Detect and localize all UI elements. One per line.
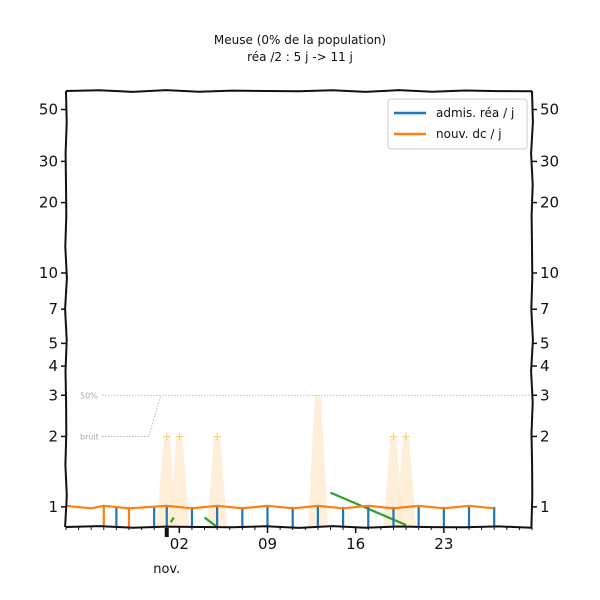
frame-bottom [65, 525, 533, 529]
y-tick-label-left: 10 [39, 264, 58, 282]
noise-band-peak [307, 395, 328, 527]
y-tick-label-left: 50 [39, 101, 58, 119]
noise-marker: + [174, 429, 184, 443]
reference-line-bruit [102, 395, 162, 437]
y-tick-label-right: 4 [540, 357, 550, 375]
legend-label-rea: admis. réa / j [436, 106, 514, 120]
y-tick-label-left: 30 [39, 152, 58, 170]
noise-marker: + [212, 429, 222, 443]
noise-band-peak [207, 436, 228, 527]
frame-right [530, 90, 534, 528]
y-tick-label-left: 7 [48, 300, 58, 318]
y-tick-label-right: 5 [540, 334, 550, 352]
y-tick-label-right: 7 [540, 300, 550, 318]
noise-band-peak [169, 436, 190, 527]
y-tick-label-left: 3 [48, 386, 58, 404]
series-dc-line [65, 504, 495, 510]
noise-marker: + [401, 429, 411, 443]
noise-band-peak [396, 436, 417, 527]
legend-box [387, 98, 528, 150]
noise-marker: + [388, 429, 398, 443]
trend-line [203, 516, 218, 528]
frame-top [65, 89, 533, 93]
chart-title: Meuse (0% de la population) [214, 33, 386, 47]
x-tick-label: 09 [258, 535, 277, 553]
y-tick-label-right: 3 [540, 386, 550, 404]
y-tick-label-left: 20 [39, 194, 58, 212]
trend-line [169, 516, 175, 523]
month-start-marker [164, 528, 169, 537]
month-label: nov. [153, 562, 180, 577]
y-tick-label-left: 2 [48, 427, 58, 445]
chart-subtitle: réa /2 : 5 j -> 11 j [247, 50, 353, 64]
reference-label-50: 50% [80, 391, 98, 400]
y-tick-label-left: 4 [48, 357, 58, 375]
y-tick-label-right: 50 [540, 101, 559, 119]
reference-label-bruit: bruit [80, 432, 99, 441]
y-tick-label-left: 1 [48, 498, 58, 516]
y-tick-label-right: 20 [540, 194, 559, 212]
y-tick-label-right: 30 [540, 152, 559, 170]
noise-marker: + [162, 429, 172, 443]
y-tick-label-right: 10 [540, 264, 559, 282]
legend-label-dc: nouv. dc / j [436, 127, 502, 141]
legend: admis. réa / j nouv. dc / j [387, 98, 528, 150]
x-tick-label: 16 [346, 535, 365, 553]
y-tick-label-right: 2 [540, 427, 550, 445]
x-tick-label: 23 [434, 535, 453, 553]
x-tick-label: 02 [170, 535, 189, 553]
y-tick-label-right: 1 [540, 498, 550, 516]
y-tick-label-left: 5 [48, 334, 58, 352]
